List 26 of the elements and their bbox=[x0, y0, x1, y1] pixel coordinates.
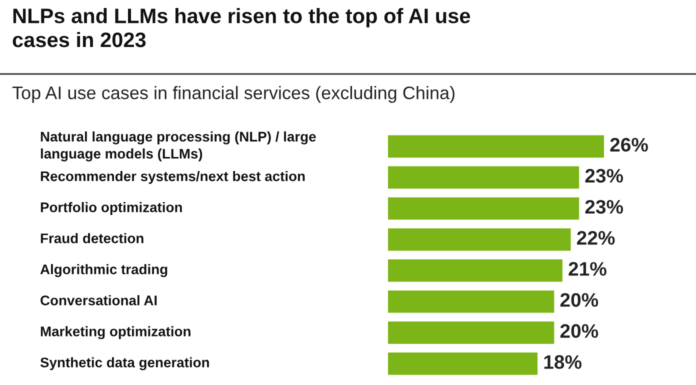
bar bbox=[388, 259, 562, 282]
bar bbox=[388, 321, 554, 344]
chart-title: NLPs and LLMs have risen to the top of AI use cases in 2023 bbox=[12, 8, 470, 48]
y-tick-label: Marketing optimization bbox=[40, 326, 190, 340]
y-tick-label: Portfolio optimization bbox=[40, 202, 182, 215]
bar bbox=[388, 135, 604, 158]
y-tick-label: Conversational AI bbox=[40, 295, 157, 306]
y-tick-label: Algorithmic trading bbox=[40, 264, 168, 278]
bar bbox=[388, 352, 538, 375]
data-label: 20% bbox=[560, 293, 598, 307]
data-label: 22% bbox=[577, 230, 615, 245]
bar bbox=[388, 166, 580, 189]
bar bbox=[388, 290, 554, 313]
data-label: 18% bbox=[544, 355, 582, 369]
data-label: 23% bbox=[585, 168, 624, 183]
y-tick-label: Synthetic data generation bbox=[40, 357, 209, 370]
text: Top AI use cases in financial services (excluding China) bbox=[12, 86, 454, 103]
y-tick-label: Natural language processing (NLP) / large language models (LLMs) bbox=[40, 131, 316, 162]
data-label: 23% bbox=[585, 200, 624, 214]
data-label: 20% bbox=[560, 324, 598, 338]
bar bbox=[388, 228, 571, 251]
y-tick-label: Recommender systems/next best action bbox=[40, 170, 305, 184]
bar bbox=[388, 197, 580, 220]
data-label: 26% bbox=[610, 138, 648, 152]
data-label: 21% bbox=[568, 262, 606, 276]
y-tick-label: Fraud detection bbox=[40, 233, 144, 244]
